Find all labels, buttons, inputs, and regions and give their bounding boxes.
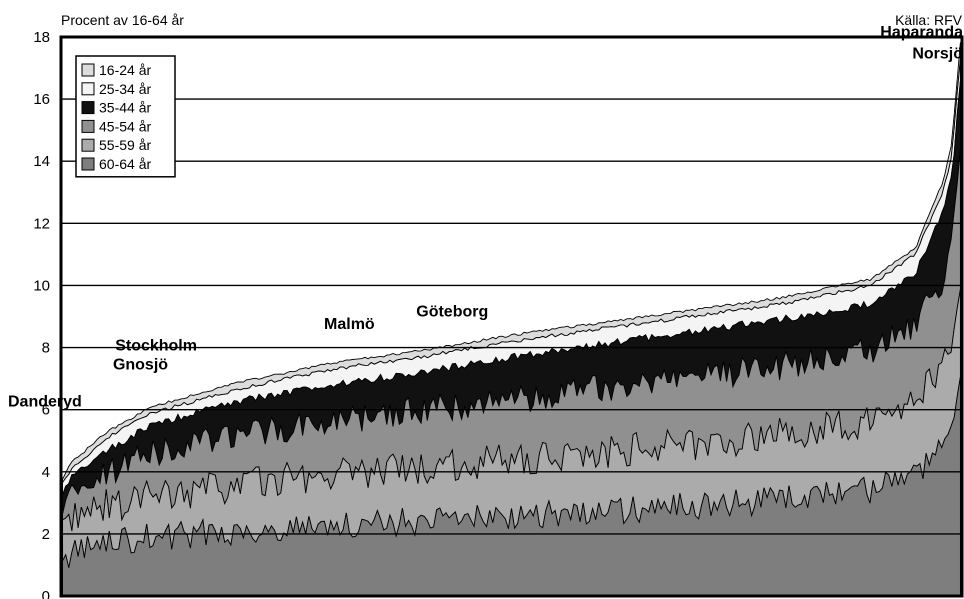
y-tick-18: 18: [33, 29, 50, 46]
legend-swatch-0: [81, 63, 95, 77]
legend-swatch-4: [81, 138, 95, 152]
legend-label-3: 45-54 år: [99, 118, 151, 134]
y-tick-10: 10: [33, 277, 50, 294]
legend-label-5: 60-64 år: [99, 156, 151, 172]
y-tick-2: 2: [42, 526, 50, 543]
y-tick-0: 0: [42, 588, 50, 599]
y-tick-14: 14: [33, 153, 50, 170]
legend-label-1: 25-34 år: [99, 81, 151, 97]
annotation-danderyd: Danderyd: [8, 394, 82, 411]
annotation-malm: Malmö: [324, 316, 375, 333]
gridlines: [61, 98, 962, 535]
source-note: Källa: RFV: [895, 12, 963, 28]
plot-frame: [59, 35, 964, 598]
stacked-areas: [62, 42, 961, 597]
area-60-64: [62, 376, 961, 597]
legend-swatch-2: [81, 101, 95, 115]
legend-swatch-1: [81, 82, 95, 96]
y-tick-8: 8: [42, 340, 50, 357]
y-tick-16: 16: [33, 91, 50, 108]
annotation-gnosj: Gnosjö: [113, 356, 168, 373]
y-tick-4: 4: [42, 464, 50, 481]
annotation-norsj: Norsjö: [912, 46, 963, 63]
y-tick-6: 6: [42, 402, 50, 419]
legend-swatch-3: [81, 119, 95, 133]
y-axis-label: Procent av 16-64 år: [61, 12, 184, 28]
annotation-stockholm: Stockholm: [115, 338, 197, 355]
legend: 16-24 år 25-34 år 35-44 år 45-54 år 55-59 år…: [75, 55, 176, 178]
y-tick-labels: 0 2 4 6 8 10 12 14 16 18: [33, 29, 50, 599]
y-tick-12: 12: [33, 215, 50, 232]
annotation-gteborg: Göteborg: [416, 304, 488, 321]
legend-swatch-5: [81, 157, 95, 171]
legend-label-0: 16-24 år: [99, 62, 151, 78]
legend-label-4: 55-59 år: [99, 137, 151, 153]
legend-label-2: 35-44 år: [99, 100, 151, 116]
annotation-haparanda: Haparanda: [880, 24, 963, 41]
